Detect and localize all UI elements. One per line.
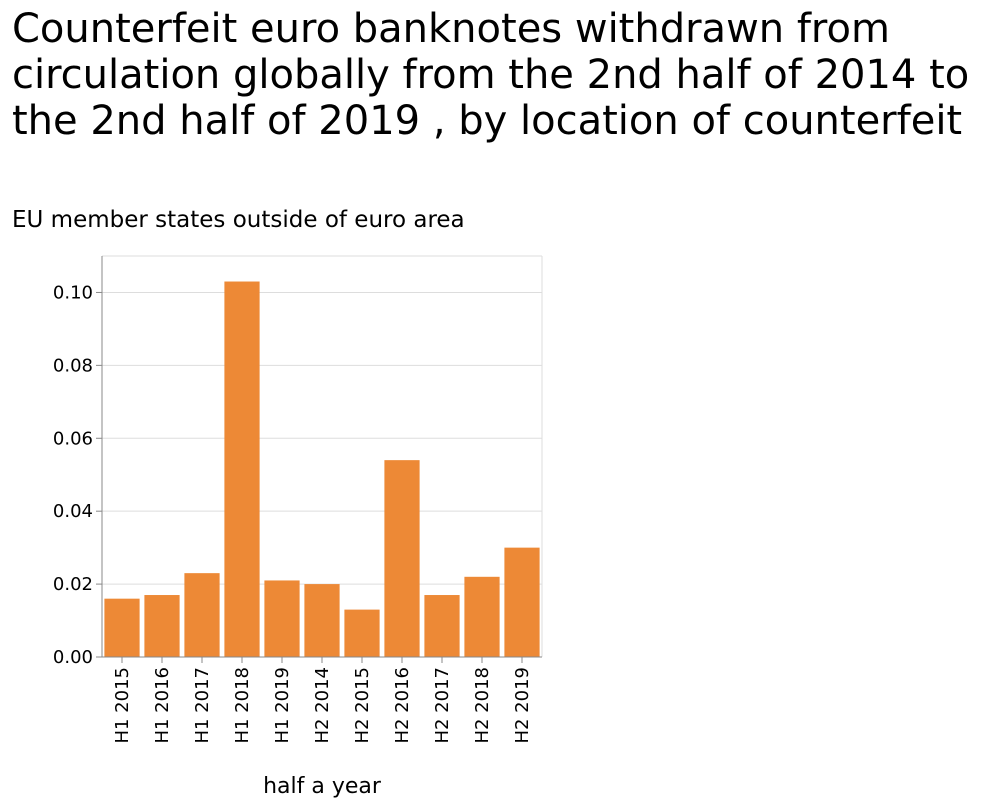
bar	[224, 281, 260, 657]
x-tick-label: H2 2018	[472, 667, 493, 744]
bar	[344, 609, 380, 657]
x-tick-label: H1 2015	[112, 667, 133, 744]
bar	[504, 547, 540, 657]
bar	[104, 598, 140, 657]
x-tick-label: H1 2017	[192, 667, 213, 744]
chart-title: Counterfeit euro banknotes withdrawn fro…	[12, 6, 970, 144]
x-tick-label: H2 2016	[392, 667, 413, 744]
y-tick-label: 0.08	[53, 355, 93, 376]
x-tick-label: H2 2017	[432, 667, 453, 744]
bar	[424, 595, 460, 657]
bar	[144, 595, 180, 657]
y-tick-label: 0.10	[53, 282, 93, 303]
tick-labels: 0.00 0.02 0.04 0.06 0.08 0.10 H1 2015 H1 2016 H1…	[53, 282, 533, 743]
x-tick-label: H2 2015	[352, 667, 373, 744]
y-tick-label: 0.00	[53, 647, 93, 668]
x-tick-label: H2 2014	[312, 667, 333, 744]
bar	[384, 460, 420, 657]
bars	[104, 281, 540, 657]
axes	[96, 256, 542, 663]
x-tick-label: H1 2018	[232, 667, 253, 744]
bar	[464, 576, 500, 657]
x-tick-label: H2 2019	[512, 667, 533, 744]
chart-subtitle: EU member states outside of euro area	[12, 207, 465, 233]
x-tick-label: H1 2019	[272, 667, 293, 744]
y-tick-label: 0.04	[53, 501, 93, 522]
bar	[184, 573, 220, 657]
y-tick-label: 0.06	[53, 428, 93, 449]
bar	[264, 580, 300, 657]
bar	[304, 584, 340, 657]
x-axis-title: half a year	[263, 774, 382, 799]
y-tick-label: 0.02	[53, 574, 93, 595]
x-tick-label: H1 2016	[152, 667, 173, 744]
